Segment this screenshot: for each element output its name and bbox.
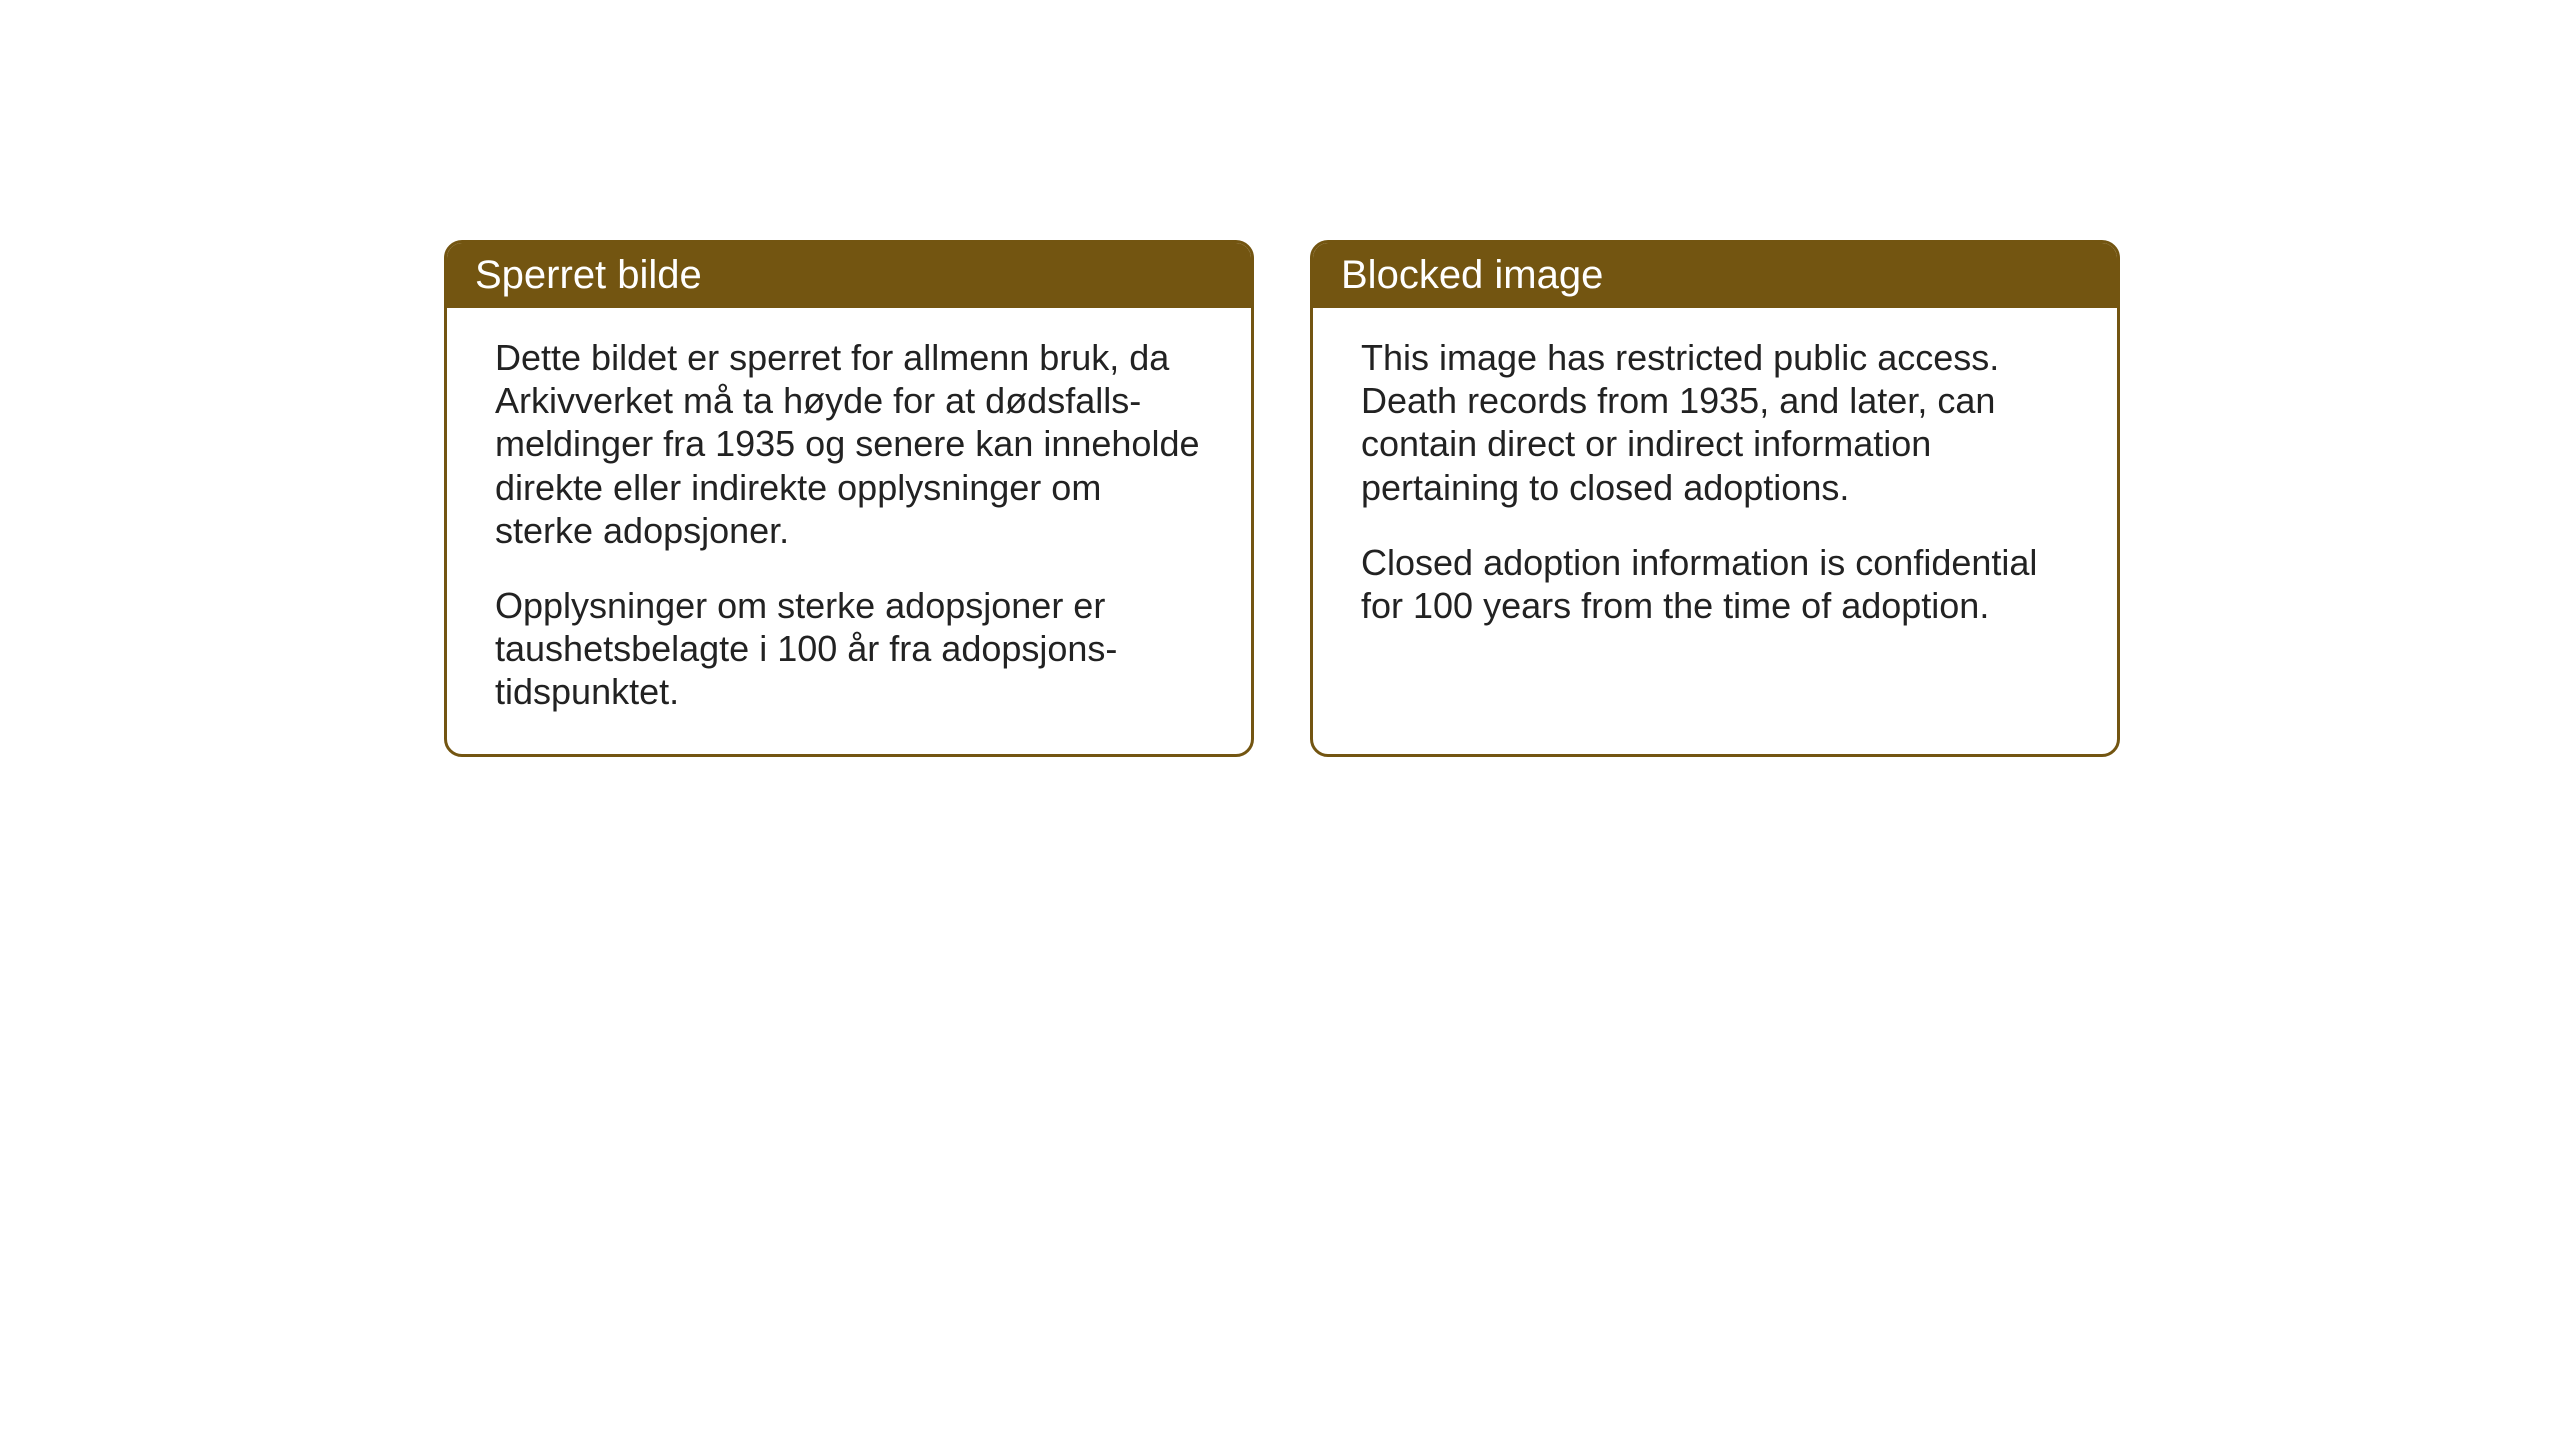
notice-box-norwegian: Sperret bilde Dette bildet er sperret fo… <box>444 240 1254 757</box>
notice-header-norwegian: Sperret bilde <box>447 243 1251 308</box>
notice-paragraph-1-norwegian: Dette bildet er sperret for allmenn bruk… <box>495 336 1203 552</box>
notices-container: Sperret bilde Dette bildet er sperret fo… <box>444 240 2120 757</box>
notice-box-english: Blocked image This image has restricted … <box>1310 240 2120 757</box>
notice-body-norwegian: Dette bildet er sperret for allmenn bruk… <box>447 308 1251 754</box>
notice-paragraph-2-norwegian: Opplysninger om sterke adopsjoner er tau… <box>495 584 1203 714</box>
notice-header-english: Blocked image <box>1313 243 2117 308</box>
notice-body-english: This image has restricted public access.… <box>1313 308 2117 667</box>
notice-paragraph-1-english: This image has restricted public access.… <box>1361 336 2069 509</box>
notice-paragraph-2-english: Closed adoption information is confident… <box>1361 541 2069 627</box>
